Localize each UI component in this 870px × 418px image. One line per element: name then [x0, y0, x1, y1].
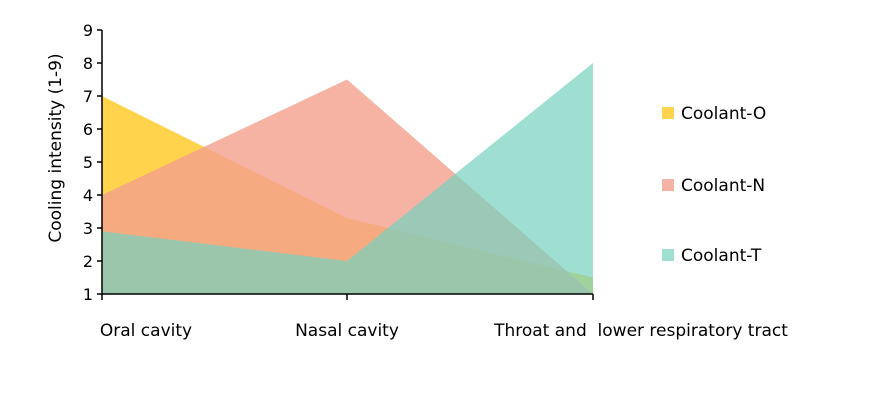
x-tick-label: Throat and lower respiratory tract [493, 321, 788, 341]
legend-label: Coolant-T [681, 246, 762, 266]
y-tick-label: 1 [83, 285, 93, 304]
chart-plot-area [102, 63, 593, 294]
legend-swatch [662, 107, 674, 119]
legend-swatch [662, 179, 674, 191]
y-tick-label: 5 [83, 153, 93, 172]
chart-axes: 1 2 3 4 5 6 7 8 9 Oral cavity Nasal cavity Throat … [83, 21, 788, 341]
x-tick-label: Nasal cavity [295, 321, 399, 341]
x-axis-ticks: Oral cavity Nasal cavity Throat and lower … [100, 294, 788, 341]
y-tick-label: 3 [83, 219, 93, 238]
legend-label: Coolant-N [681, 176, 765, 196]
y-axis-title: Cooling intensity (1-9) [46, 53, 66, 242]
y-tick-label: 4 [83, 186, 93, 205]
y-tick-label: 8 [83, 54, 93, 73]
x-tick-label: Oral cavity [100, 321, 192, 341]
y-axis-ticks: 1 2 3 4 5 6 7 8 9 [83, 21, 102, 304]
y-tick-label: 2 [83, 252, 93, 271]
y-tick-label: 7 [83, 87, 93, 106]
chart-legend: Coolant-O Coolant-N Coolant-T [662, 104, 766, 266]
y-tick-label: 6 [83, 120, 93, 139]
legend-label: Coolant-O [681, 104, 766, 124]
legend-swatch [662, 249, 674, 261]
area-series-3 [102, 63, 593, 294]
y-tick-label: 9 [83, 21, 93, 40]
